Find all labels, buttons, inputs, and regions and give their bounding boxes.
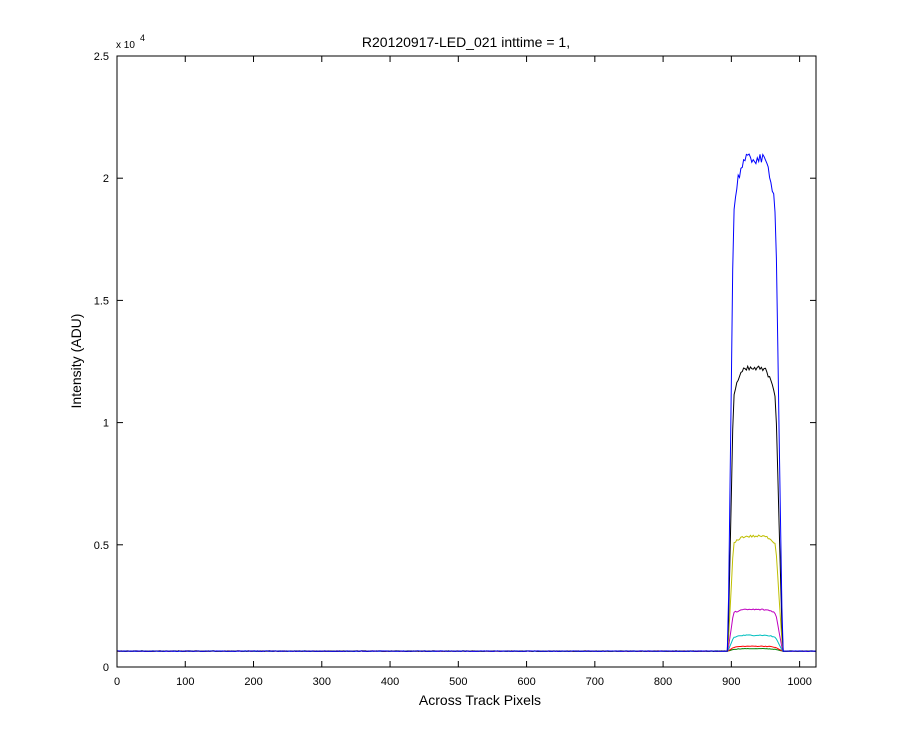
plot-frame — [116, 55, 817, 668]
plot-area — [117, 56, 816, 667]
x-tick-label: 700 — [586, 676, 604, 688]
y-tick-label: 0 — [103, 662, 109, 674]
chart-title: R20120917-LED_021 inttime = 1, — [362, 34, 570, 50]
y-axis: 0 0.5 1 1.5 2 2.5 — [94, 51, 816, 674]
x-tick-label: 1000 — [787, 676, 811, 688]
y-exponent-base: x 10 — [116, 40, 135, 51]
x-tick-label: 500 — [449, 676, 467, 688]
x-tick-label: 100 — [176, 676, 194, 688]
y-tick-label: 1.5 — [94, 295, 109, 307]
y-exponent-power: 4 — [140, 33, 145, 43]
x-tick-label: 600 — [517, 676, 535, 688]
x-tick-label: 300 — [313, 676, 331, 688]
series-line — [117, 153, 817, 652]
x-tick-label: 900 — [722, 676, 740, 688]
x-tick-label: 200 — [244, 676, 262, 688]
x-axis: 0 100 200 300 400 500 600 700 800 900 1000 — [114, 56, 812, 688]
series-layer — [116, 153, 817, 652]
y-tick-label: 1 — [103, 418, 109, 430]
x-tick-label: 0 — [114, 676, 120, 688]
x-axis-label: Across Track Pixels — [419, 692, 541, 708]
y-tick-label: 2 — [103, 173, 109, 185]
y-tick-label: 0.5 — [94, 540, 109, 552]
x-tick-label: 800 — [654, 676, 672, 688]
y-tick-label: 2.5 — [94, 51, 109, 63]
y-axis-label: Intensity (ADU) — [68, 314, 84, 409]
x-tick-label: 400 — [381, 676, 399, 688]
